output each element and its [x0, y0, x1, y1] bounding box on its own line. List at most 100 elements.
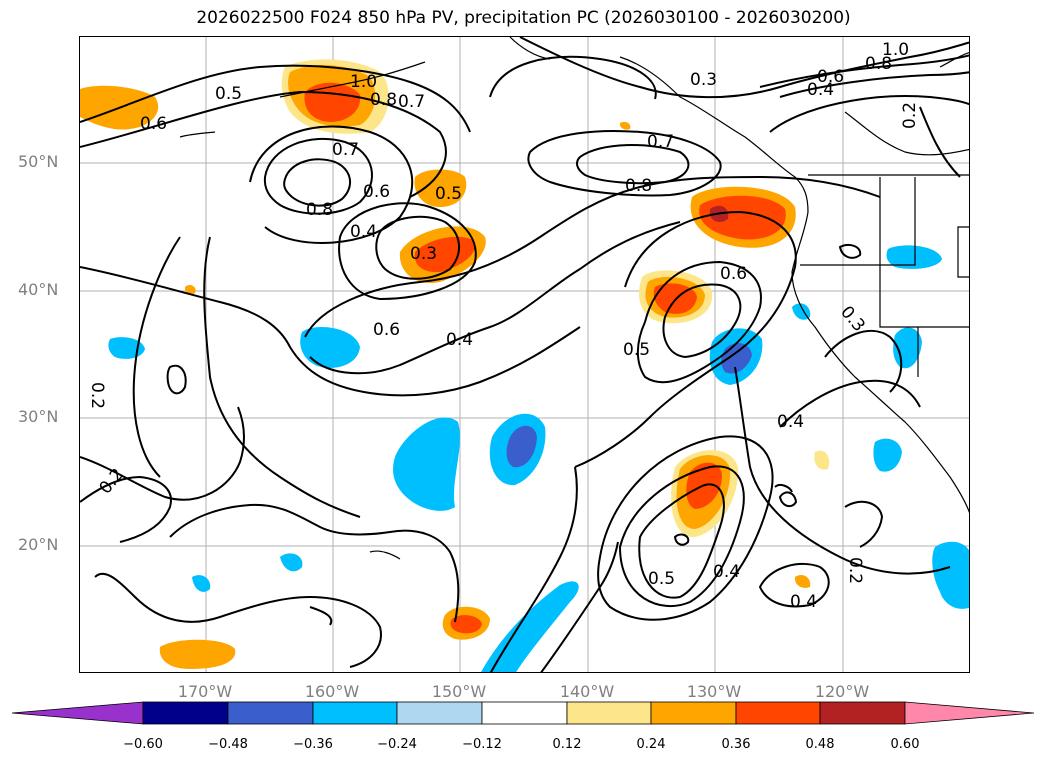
contour-label: 0.6 — [373, 320, 400, 340]
pv-contour — [758, 562, 830, 608]
pv-contour — [304, 175, 881, 338]
contour-label: 0.5 — [435, 184, 462, 204]
pv-contour — [636, 260, 762, 384]
precip-area — [932, 541, 969, 609]
contour-label: 0.7 — [398, 92, 425, 112]
border — [844, 111, 969, 156]
contour-label: 0.5 — [648, 569, 675, 589]
contour-label: 0.2 — [845, 557, 865, 584]
contour-label: 0.7 — [332, 140, 359, 160]
precip-area — [814, 450, 830, 470]
lon-label-150w: 150°W — [431, 682, 487, 701]
lon-label-160w: 160°W — [304, 682, 360, 701]
colorbar-swatch — [566, 701, 652, 725]
state-border — [800, 177, 916, 266]
contour-label: 0.8 — [625, 176, 652, 196]
precip-area — [886, 245, 942, 269]
pv-contour — [166, 364, 187, 395]
colorbar-tick: −0.24 — [377, 737, 417, 752]
precip-area — [481, 581, 579, 672]
colorbar-swatch — [481, 701, 568, 725]
coastline — [619, 56, 809, 213]
pv-contour — [263, 137, 373, 215]
colorbar-tick: 0.48 — [805, 737, 835, 752]
contour-label: 0.4 — [350, 222, 377, 242]
colorbar-swatch — [396, 701, 483, 725]
contour-label: 0.6 — [720, 264, 747, 284]
colorbar-extend-max — [904, 701, 1035, 725]
contour-label: 0.4 — [807, 80, 834, 100]
contour-label: 0.4 — [790, 592, 817, 612]
colorbar-swatch — [312, 701, 398, 725]
contour-label: 0.4 — [446, 330, 473, 350]
pv-contour — [779, 71, 969, 98]
colorbar-tick: 0.12 — [552, 737, 582, 752]
lon-label-130w: 130°W — [686, 682, 742, 701]
precip-area — [280, 553, 303, 572]
colorbar-tick: −0.12 — [462, 737, 502, 752]
contour-label: 1.0 — [350, 72, 377, 92]
precip-area — [159, 639, 236, 669]
map-title: 2026022500 F024 850 hPa PV, precipitatio… — [196, 8, 851, 28]
contour-label: 0.6 — [363, 182, 390, 202]
precip-area — [794, 575, 811, 588]
state-border — [879, 177, 969, 328]
colorbar-tick: −0.36 — [293, 737, 333, 752]
pv-contour — [94, 572, 382, 668]
contour-label: 0.3 — [690, 70, 717, 90]
precip-area — [192, 575, 211, 592]
precip-area — [506, 425, 537, 468]
contour-label: 0.6 — [817, 67, 844, 87]
pv-contour — [203, 236, 361, 518]
precip-area — [414, 236, 476, 273]
contour-labels: 0.5 0.6 1.0 0.8 0.7 0.7 0.8 0.6 0.4 0.5 … — [87, 40, 920, 612]
pv-contour — [519, 37, 969, 99]
precip-negative — [108, 245, 969, 672]
pv-contour — [779, 379, 921, 428]
contour-label: 0.8 — [370, 90, 397, 110]
pv-contour — [662, 283, 742, 359]
colorbar-swatch — [227, 701, 314, 725]
precip-area — [393, 417, 460, 511]
contour-label: 0.7 — [647, 132, 674, 152]
pv-contour — [597, 435, 774, 621]
pv-contour — [80, 475, 172, 543]
pv-contour — [169, 503, 460, 623]
contour-label: 0.2 — [96, 465, 129, 499]
pv-contour — [80, 266, 581, 397]
contour-label: 0.5 — [215, 84, 242, 104]
colorbar-tick: 0.24 — [636, 737, 666, 752]
contour-label: 0.8 — [865, 54, 892, 74]
state-border — [957, 226, 969, 278]
colorbar-extend-min — [11, 701, 144, 725]
pv-contour — [309, 221, 681, 375]
colorbar-tick: 0.36 — [721, 737, 751, 752]
pv-contour — [338, 202, 477, 301]
pv-contour — [618, 465, 745, 607]
map-panel: 0.5 0.6 1.0 0.8 0.7 0.7 0.8 0.6 0.4 0.5 … — [79, 36, 970, 673]
pv-contour — [540, 541, 619, 672]
pv-contour — [759, 54, 969, 88]
pv-contour — [769, 95, 969, 133]
contour-label: 0.2 — [87, 382, 107, 409]
pv-contour — [824, 329, 903, 393]
pv-contour — [80, 90, 447, 198]
contour-label: 1.0 — [882, 40, 909, 60]
precip-area — [184, 284, 196, 295]
pv-contour — [774, 483, 793, 493]
pv-contour — [574, 210, 797, 468]
pv-contour — [80, 64, 471, 133]
pv-contour — [576, 144, 690, 185]
precip-area — [792, 303, 811, 320]
pv-contour — [844, 500, 884, 548]
precip-area — [414, 169, 467, 207]
pv-contour — [489, 55, 657, 100]
pv-contour — [919, 106, 961, 178]
colorbar-swatch — [650, 701, 737, 725]
pv-contour — [132, 236, 181, 478]
precip-area — [619, 121, 631, 130]
lon-label-140w: 140°W — [559, 682, 615, 701]
contour-label: 0.4 — [713, 562, 740, 582]
lon-label-120w: 120°W — [814, 682, 870, 701]
contour-label: 0.4 — [777, 412, 804, 432]
